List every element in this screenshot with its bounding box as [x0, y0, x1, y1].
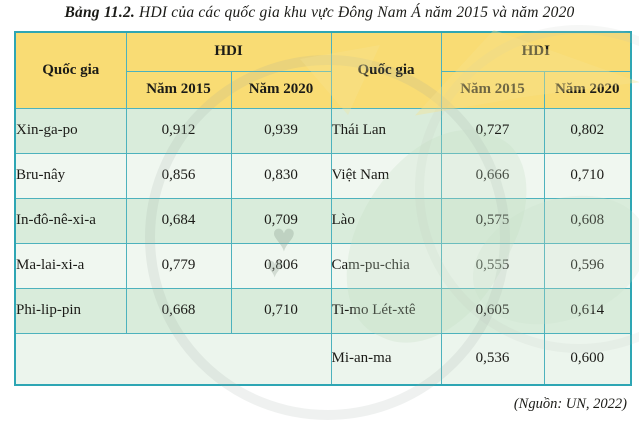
country-cell: Ma-lai-xi-a — [14, 242, 127, 289]
hdi-2020-cell: 0,939 — [230, 107, 332, 154]
country-cell: Mi-an-ma — [330, 332, 442, 386]
table-title-label: Bảng 11.2. — [64, 4, 135, 21]
table-row: Mi-an-ma 0,536 0,600 — [14, 332, 632, 386]
hdi-2015-cell: 0,555 — [440, 242, 545, 289]
left-year-2015-header: Năm 2015 — [125, 70, 232, 109]
hdi-2020-cell: 0,710 — [230, 287, 332, 334]
hdi-2015-cell: 0,856 — [125, 152, 232, 199]
table-row: Xin-ga-po 0,912 0,939 Thái Lan 0,727 0,8… — [14, 107, 632, 154]
hdi-2020-cell: 0,802 — [543, 107, 632, 154]
hdi-2015-cell: 0,605 — [440, 287, 545, 334]
table-row: Phi-lip-pin 0,668 0,710 Ti-mo Lét-xtê 0,… — [14, 287, 632, 334]
right-country-header: Quốc gia — [330, 31, 442, 109]
empty-cell — [14, 332, 332, 386]
table-row: Bru-nây 0,856 0,830 Việt Nam 0,666 0,710 — [14, 152, 632, 199]
country-cell: Phi-lip-pin — [14, 287, 127, 334]
country-cell: Thái Lan — [330, 107, 442, 154]
country-cell: Bru-nây — [14, 152, 127, 199]
hdi-2020-cell: 0,710 — [543, 152, 632, 199]
hdi-2015-cell: 0,912 — [125, 107, 232, 154]
country-cell: Ti-mo Lét-xtê — [330, 287, 442, 334]
hdi-2020-cell: 0,614 — [543, 287, 632, 334]
hdi-2015-cell: 0,666 — [440, 152, 545, 199]
hdi-2015-cell: 0,575 — [440, 197, 545, 244]
country-cell: Cam-pu-chia — [330, 242, 442, 289]
left-country-header: Quốc gia — [14, 31, 127, 109]
country-cell: Xin-ga-po — [14, 107, 127, 154]
hdi-2015-cell: 0,779 — [125, 242, 232, 289]
country-cell: Lào — [330, 197, 442, 244]
country-cell: In-đô-nê-xi-a — [14, 197, 127, 244]
left-year-2020-header: Năm 2020 — [230, 70, 332, 109]
hdi-2020-cell: 0,608 — [543, 197, 632, 244]
hdi-table: Quốc gia HDI Quốc gia HDI Năm 2015 Năm 2… — [14, 31, 632, 386]
table-title: Bảng 11.2. HDI của các quốc gia khu vực … — [0, 4, 639, 22]
right-year-2015-header: Năm 2015 — [440, 70, 545, 109]
hdi-2015-cell: 0,668 — [125, 287, 232, 334]
hdi-2015-cell: 0,727 — [440, 107, 545, 154]
source-note: (Nguồn: UN, 2022) — [513, 396, 627, 412]
left-hdi-group-header: HDI — [125, 31, 332, 72]
country-cell: Việt Nam — [330, 152, 442, 199]
hdi-2020-cell: 0,806 — [230, 242, 332, 289]
hdi-2020-cell: 0,709 — [230, 197, 332, 244]
hdi-2020-cell: 0,600 — [543, 332, 632, 386]
right-year-2020-header: Năm 2020 — [543, 70, 632, 109]
table-row: Ma-lai-xi-a 0,779 0,806 Cam-pu-chia 0,55… — [14, 242, 632, 289]
table-row: In-đô-nê-xi-a 0,684 0,709 Lào 0,575 0,60… — [14, 197, 632, 244]
table-title-text: HDI của các quốc gia khu vực Đông Nam Á … — [134, 4, 575, 21]
hdi-2020-cell: 0,596 — [543, 242, 632, 289]
right-hdi-group-header: HDI — [440, 31, 632, 72]
hdi-2015-cell: 0,684 — [125, 197, 232, 244]
hdi-2015-cell: 0,536 — [440, 332, 545, 386]
hdi-2020-cell: 0,830 — [230, 152, 332, 199]
